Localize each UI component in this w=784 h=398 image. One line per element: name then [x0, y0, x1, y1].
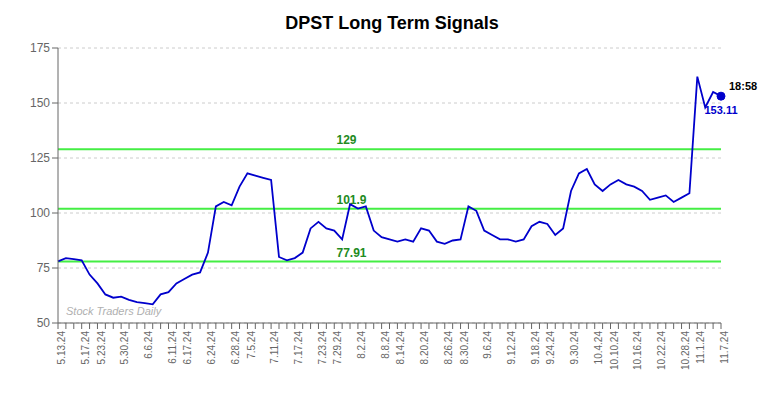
svg-text:5.23.24: 5.23.24 [96, 331, 107, 365]
svg-text:9.12.24: 9.12.24 [506, 331, 517, 365]
svg-text:7.29.24: 7.29.24 [332, 331, 343, 365]
svg-text:8.20.24: 8.20.24 [419, 331, 430, 365]
svg-text:8.26.24: 8.26.24 [443, 331, 454, 365]
svg-text:100: 100 [30, 206, 50, 220]
svg-text:6.17.24: 6.17.24 [182, 331, 193, 365]
svg-text:6.24.24: 6.24.24 [206, 331, 217, 365]
svg-text:129: 129 [336, 133, 356, 147]
svg-text:175: 175 [30, 41, 50, 55]
html-text:DPST Long Term Signals: DPST Long Term Signals [285, 13, 499, 33]
svg-text:5.13.24: 5.13.24 [56, 331, 67, 365]
svg-text:10.16.24: 10.16.24 [632, 331, 643, 370]
svg-text:18:58: 18:58 [729, 80, 757, 92]
svg-text:11.1.24: 11.1.24 [695, 331, 706, 364]
svg-text:8.30.24: 8.30.24 [459, 331, 470, 365]
svg-text:10.28.24: 10.28.24 [680, 331, 691, 370]
svg-text:7.23.24: 7.23.24 [317, 331, 328, 365]
svg-text:6.28.24: 6.28.24 [230, 331, 241, 365]
svg-text:50: 50 [37, 316, 51, 330]
svg-text:8.8.24: 8.8.24 [380, 331, 391, 359]
svg-text:6.6.24: 6.6.24 [143, 331, 154, 359]
svg-text:125: 125 [30, 151, 50, 165]
svg-text:153.11: 153.11 [704, 104, 737, 116]
svg-text:10.22.24: 10.22.24 [656, 331, 667, 370]
svg-text:75: 75 [37, 261, 51, 275]
svg-text:9.24.24: 9.24.24 [545, 331, 556, 365]
svg-text:11.7.24: 11.7.24 [719, 331, 730, 364]
svg-text:8.2.24: 8.2.24 [356, 331, 367, 359]
svg-text:9.6.24: 9.6.24 [482, 331, 493, 359]
svg-text:7.17.24: 7.17.24 [293, 331, 304, 365]
svg-text:6.11.24: 6.11.24 [167, 331, 178, 364]
svg-text:5.17.24: 5.17.24 [80, 331, 91, 365]
svg-text:101.9: 101.9 [336, 192, 367, 207]
svg-text:9.30.24: 9.30.24 [569, 331, 580, 365]
svg-text:7.5.24: 7.5.24 [246, 331, 257, 359]
svg-text:7.11.24: 7.11.24 [269, 331, 280, 364]
svg-text:150: 150 [30, 96, 50, 110]
html-text:Stock Traders Daily: Stock Traders Daily [66, 305, 162, 317]
svg-text:8.14.24: 8.14.24 [395, 331, 406, 365]
svg-text:77.91: 77.91 [336, 246, 366, 260]
svg-text:10.4.24: 10.4.24 [593, 331, 604, 365]
svg-text:10.10.24: 10.10.24 [609, 331, 620, 370]
svg-text:9.18.24: 9.18.24 [530, 331, 541, 365]
svg-text:5.30.24: 5.30.24 [119, 331, 130, 365]
